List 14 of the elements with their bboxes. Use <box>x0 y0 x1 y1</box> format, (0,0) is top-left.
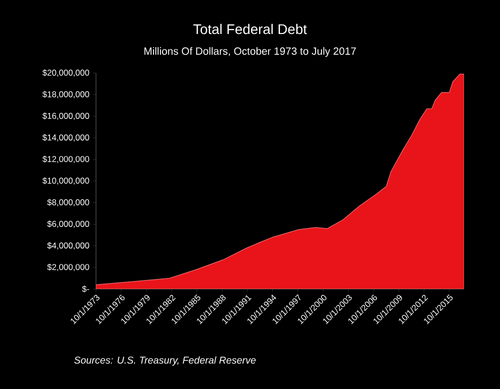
y-tick-label: $6,000,000 <box>47 220 90 228</box>
y-tick-label: $20,000,000 <box>42 69 90 77</box>
y-tick-label: $12,000,000 <box>42 156 90 164</box>
source-note: Sources: U.S. Treasury, Federal Reserve <box>74 356 256 366</box>
y-tick-label: $- <box>82 286 90 292</box>
chart-title: Total Federal Debt <box>193 24 307 34</box>
y-tick-label: $18,000,000 <box>42 90 90 98</box>
y-tick-label: $16,000,000 <box>42 112 90 120</box>
y-tick-label: $2,000,000 <box>47 264 90 272</box>
y-tick-label: $4,000,000 <box>47 242 90 250</box>
y-tick-label: $8,000,000 <box>47 198 90 206</box>
y-tick-label: $10,000,000 <box>42 177 90 185</box>
chart-subtitle: Millions Of Dollars, October 1973 to July 2017 <box>144 47 356 57</box>
y-tick-label: $14,000,000 <box>42 134 90 142</box>
